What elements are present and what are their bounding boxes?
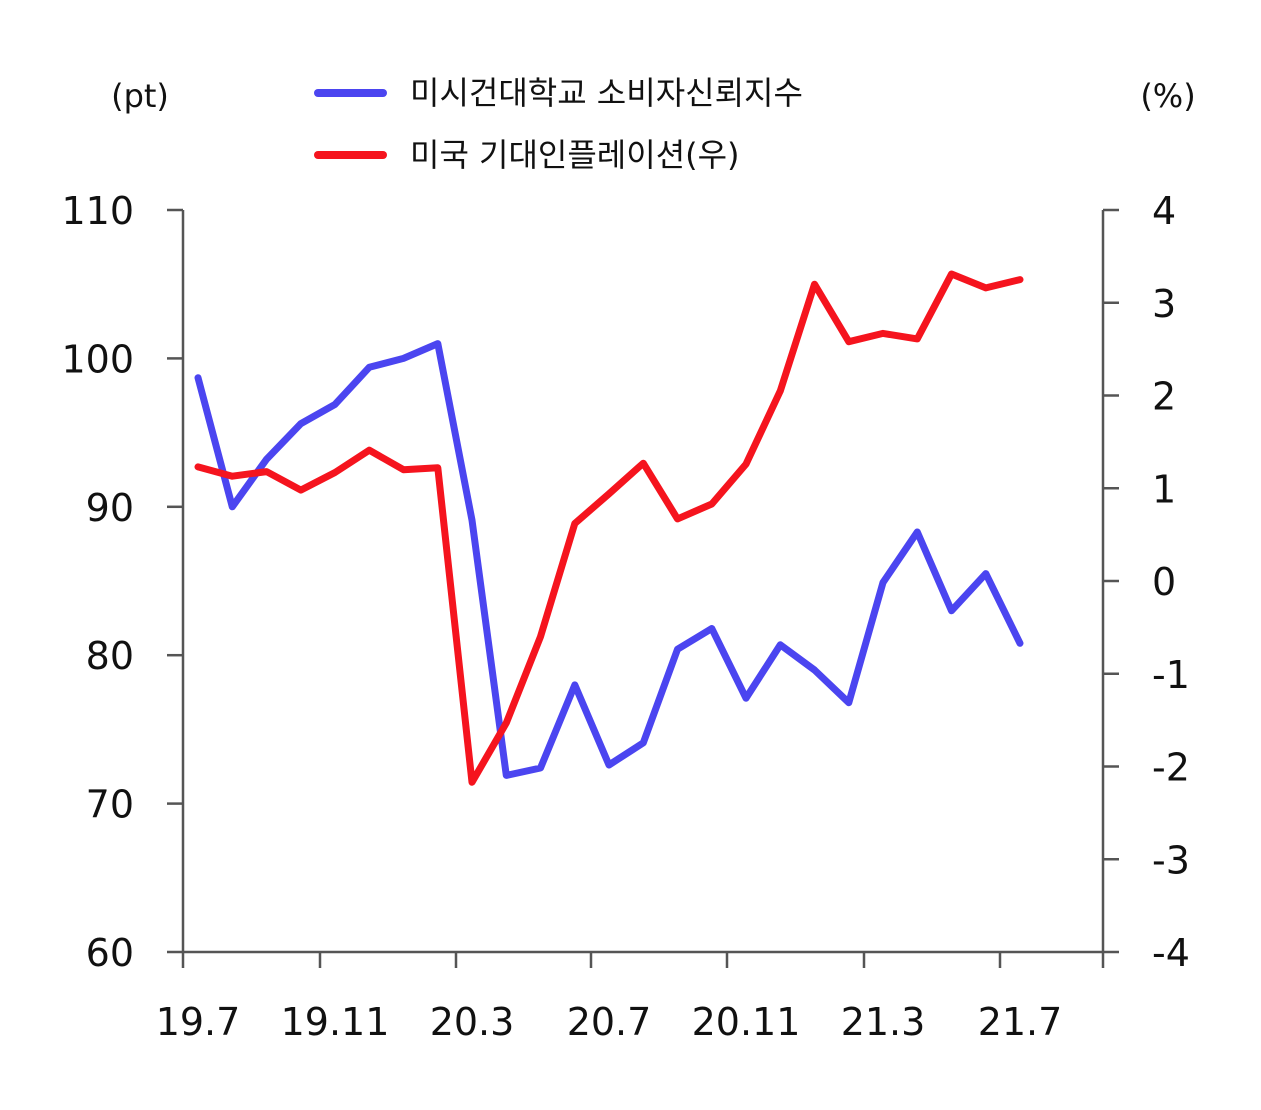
- series-layer: [194, 270, 1024, 786]
- left-axis-unit: (pt): [111, 77, 169, 115]
- x-axis-tick-label: 21.7: [978, 1000, 1063, 1044]
- series-line-consumer-sentiment: [194, 340, 1024, 779]
- right-axis-tick-label: 0: [1152, 560, 1176, 604]
- right-axis-tick-label: -3: [1152, 838, 1190, 882]
- legend-label-consumer-sentiment: 미시건대학교 소비자신뢰지수: [410, 74, 803, 112]
- x-axis-tick-label: 19.7: [156, 1000, 241, 1044]
- left-axis-tick-label: 90: [86, 486, 134, 530]
- x-axis-tick-label: 20.7: [567, 1000, 652, 1044]
- right-axis-tick-label: 4: [1152, 189, 1176, 233]
- legend: 미시건대학교 소비자신뢰지수 미국 기대인플레이션(우): [314, 74, 803, 174]
- left-axis-tick-label: 60: [86, 931, 134, 975]
- right-axis-ticks: -4 -3 -2 -1 0 1 2 3 4: [1103, 189, 1190, 975]
- x-axis-tick-label: 19.11: [281, 1000, 390, 1044]
- left-axis-tick-label: 70: [86, 783, 134, 827]
- right-axis-unit: (%): [1140, 77, 1195, 115]
- x-axis-tick-label: 20.11: [692, 1000, 801, 1044]
- right-axis-tick-label: 1: [1152, 467, 1176, 511]
- series-line-inflation-expectation: [194, 270, 1024, 786]
- x-axis-tick-label: 21.3: [841, 1000, 926, 1044]
- right-axis-tick-label: -4: [1152, 931, 1190, 975]
- right-axis-tick-label: 3: [1152, 282, 1176, 326]
- legend-label-inflation-expectation: 미국 기대인플레이션(우): [410, 136, 740, 174]
- axes: [181, 210, 1105, 954]
- right-axis-tick-label: 2: [1152, 375, 1176, 419]
- left-axis-ticks: 60 70 80 90 100 110: [61, 189, 183, 975]
- right-axis-tick-label: -1: [1152, 653, 1190, 697]
- right-axis-tick-label: -2: [1152, 746, 1190, 790]
- left-axis-tick-label: 110: [61, 189, 134, 233]
- left-axis-tick-label: 80: [86, 634, 134, 678]
- x-axis-tick-label: 20.3: [430, 1000, 515, 1044]
- x-axis-ticks: 19.7 19.11 20.3 20.7 20.11 21.3 21.7: [156, 952, 1105, 1044]
- left-axis-tick-label: 100: [61, 337, 134, 381]
